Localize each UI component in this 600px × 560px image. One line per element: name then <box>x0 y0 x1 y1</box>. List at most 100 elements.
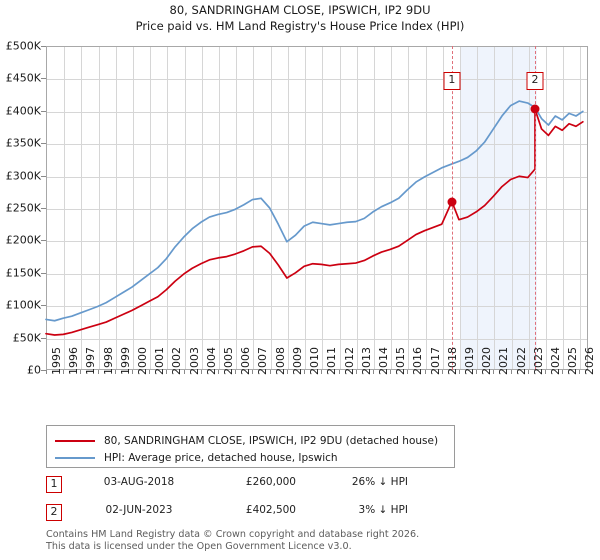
y-axis-tick-label: £350K <box>5 136 41 150</box>
gridline-vertical <box>253 47 255 369</box>
x-axis-tick-mark <box>286 370 288 374</box>
x-axis-tick-mark <box>304 370 306 374</box>
gridline-vertical <box>64 47 66 369</box>
x-axis-tick-mark <box>372 370 374 374</box>
y-axis-tick-mark <box>41 337 46 339</box>
annotation-marker-1[interactable]: 1 <box>443 72 461 90</box>
gridline-horizontal <box>47 273 587 275</box>
footer-attribution: Contains HM Land Registry data © Crown c… <box>46 529 586 552</box>
x-axis-tick-label: 2001 <box>153 347 167 375</box>
y-axis-tick-mark <box>41 272 46 274</box>
x-axis-tick-label: 2025 <box>566 347 580 375</box>
x-axis-tick-mark <box>510 370 512 374</box>
gridline-vertical <box>442 47 444 369</box>
gridline-vertical <box>373 47 375 369</box>
gridline-vertical <box>563 47 565 369</box>
sale-hpi-delta: 26% ↓ HPI <box>351 476 408 488</box>
gridline-horizontal <box>47 338 587 340</box>
y-axis-tick-mark <box>41 240 46 242</box>
x-axis-tick-mark <box>200 370 202 374</box>
gridline-vertical <box>391 47 393 369</box>
x-axis-tick-label: 1996 <box>67 347 81 375</box>
annotation-dot-2 <box>530 104 540 114</box>
sale-price: £260,000 <box>245 476 296 488</box>
gridline-vertical <box>459 47 461 369</box>
annotation-dot-1 <box>447 197 457 207</box>
y-axis-tick-mark <box>41 110 46 112</box>
x-axis-tick-mark <box>407 370 409 374</box>
x-axis-tick-label: 2021 <box>497 347 511 375</box>
gridline-horizontal <box>47 111 587 113</box>
x-axis-tick-label: 2012 <box>342 347 356 375</box>
x-axis-tick-mark <box>355 370 357 374</box>
x-axis-tick-label: 1998 <box>101 347 115 375</box>
x-axis-tick-mark <box>46 370 47 374</box>
y-axis-tick-label: £400K <box>5 104 41 118</box>
gridline-vertical <box>494 47 496 369</box>
x-axis-tick-mark <box>114 370 116 374</box>
gridline-vertical <box>322 47 324 369</box>
x-axis-tick-label: 2008 <box>273 347 287 375</box>
gridline-vertical <box>201 47 203 369</box>
legend-item-0: 80, SANDRINGHAM CLOSE, IPSWICH, IP2 9DU … <box>55 432 438 450</box>
footer-line-2: This data is licensed under the Open Gov… <box>46 540 352 552</box>
x-axis-tick-label: 2015 <box>394 347 408 375</box>
annotation-marker-2[interactable]: 2 <box>526 72 544 90</box>
x-axis-tick-mark <box>338 370 340 374</box>
x-axis-tick-mark <box>390 370 392 374</box>
gridline-horizontal <box>47 144 587 146</box>
legend-label-0: 80, SANDRINGHAM CLOSE, IPSWICH, IP2 9DU … <box>104 435 439 447</box>
y-axis-tick-mark <box>41 46 46 47</box>
gridline-vertical <box>270 47 272 369</box>
x-axis-tick-label: 2000 <box>136 347 150 375</box>
gridline-vertical <box>528 47 530 369</box>
x-axis-tick-mark <box>252 370 254 374</box>
legend-swatch-0 <box>55 440 95 442</box>
table-row[interactable]: 1 03-AUG-2018 £260,000 26% ↓ HPI <box>46 474 466 502</box>
table-row[interactable]: 2 02-JUN-2023 £402,500 3% ↓ HPI <box>46 502 466 530</box>
gridline-vertical <box>81 47 83 369</box>
y-axis-tick-mark <box>41 143 46 145</box>
x-axis-tick-mark <box>149 370 151 374</box>
sale-price: £402,500 <box>245 504 296 516</box>
gridline-horizontal <box>47 241 587 243</box>
sale-date: 02-JUN-2023 <box>105 504 173 516</box>
x-axis-tick-label: 1997 <box>84 347 98 375</box>
y-axis-tick-label: £200K <box>5 233 41 247</box>
sale-index-badge: 1 <box>46 476 62 493</box>
x-axis-tick-mark <box>544 370 546 374</box>
gridline-horizontal <box>47 79 587 81</box>
x-axis-tick-mark <box>235 370 237 374</box>
plot-frame <box>46 46 588 370</box>
y-axis-tick-mark <box>41 78 46 80</box>
x-axis-tick-label: 2013 <box>359 347 373 375</box>
x-axis-tick-mark <box>579 370 581 374</box>
x-axis-tick-label: 2003 <box>187 347 201 375</box>
x-axis-tick-mark <box>527 370 529 374</box>
x-axis-tick-label: 2018 <box>445 347 459 375</box>
y-axis-tick-label: £500K <box>5 39 41 53</box>
x-axis-tick-label: 2020 <box>480 347 494 375</box>
gridline-vertical <box>511 47 513 369</box>
x-axis-tick-label: 2014 <box>376 347 390 375</box>
gridline-horizontal <box>47 176 587 178</box>
x-axis-tick-label: 1999 <box>118 347 132 375</box>
x-axis-tick-mark <box>321 370 323 374</box>
gridline-vertical <box>477 47 479 369</box>
x-axis-tick-mark <box>493 370 495 374</box>
gridline-vertical <box>287 47 289 369</box>
gridline-vertical <box>408 47 410 369</box>
legend-label-1: HPI: Average price, detached house, Ipsw… <box>104 452 338 464</box>
gridline-vertical <box>98 47 100 369</box>
x-axis-tick-label: 2019 <box>462 347 476 375</box>
x-axis-tick-mark <box>562 370 564 374</box>
gridline-horizontal <box>47 306 587 308</box>
gridline-vertical <box>545 47 547 369</box>
x-axis-tick-mark <box>132 370 134 374</box>
annotation-vline-1 <box>451 46 453 370</box>
x-axis-tick-label: 2009 <box>290 347 304 375</box>
y-axis-tick-label: £450K <box>5 71 41 85</box>
y-axis-tick-mark <box>41 175 46 177</box>
series-line-2 <box>534 108 584 137</box>
